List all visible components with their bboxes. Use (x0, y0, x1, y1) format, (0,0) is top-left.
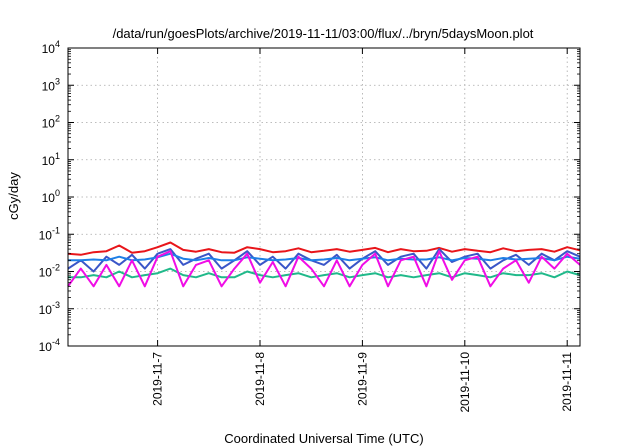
ticks (68, 47, 580, 347)
y-tick-base: 10 (42, 42, 56, 56)
chart-title: /data/run/goesPlots/archive/2019-11-11/0… (113, 26, 534, 41)
x-tick-label: 2019-11-8 (253, 352, 267, 406)
y-axis-label: cGy/day (6, 172, 21, 220)
y-tick-exponent: -2 (52, 263, 60, 273)
y-tick-exponent: -4 (52, 337, 60, 347)
y-tick-label: 10-4 (39, 337, 60, 354)
x-tick-label: 2019-11-10 (458, 352, 472, 413)
y-tick-exponent: 4 (55, 39, 60, 49)
y-tick-label: 100 (42, 188, 60, 205)
series-layer (67, 241, 581, 288)
y-tick-base: 10 (39, 340, 53, 354)
y-tick-base: 10 (42, 117, 56, 131)
x-tick-label: 2019-11-9 (355, 352, 369, 406)
y-tick-label: 103 (42, 76, 60, 93)
y-tick-exponent: 1 (55, 151, 60, 161)
y-tick-base: 10 (39, 228, 53, 242)
y-tick-base: 10 (39, 266, 53, 280)
series-line-4 (68, 252, 581, 262)
y-tick-label: 102 (42, 114, 60, 131)
y-tick-exponent: 2 (55, 114, 60, 124)
y-tick-base: 10 (42, 191, 56, 205)
x-tick-label: 2019-11-11 (560, 352, 574, 412)
y-tick-exponent: 3 (55, 76, 60, 86)
y-tick-label: 10-3 (39, 300, 60, 317)
x-tick-labels: 2019-11-7 2019-11-8 2019-11-9 2019-11-10 201… (151, 352, 575, 413)
y-tick-label: 101 (42, 151, 60, 168)
y-tick-base: 10 (42, 79, 56, 93)
series-line-2 (68, 267, 581, 279)
series-line-1 (67, 241, 581, 256)
y-tick-exponent: 0 (55, 188, 60, 198)
y-tick-label: 104 (42, 39, 60, 56)
x-tick-label: 2019-11-7 (151, 352, 165, 406)
y-tick-label: 10-1 (39, 225, 60, 242)
series-line-5 (67, 250, 581, 288)
y-tick-base: 10 (42, 154, 56, 168)
y-tick-label: 10-2 (39, 263, 60, 280)
y-tick-exponent: -3 (52, 300, 60, 310)
y-tick-base: 10 (39, 303, 53, 317)
x-axis-label: Coordinated Universal Time (UTC) (224, 431, 423, 446)
grid (68, 48, 580, 346)
y-tick-exponent: -1 (52, 225, 60, 235)
